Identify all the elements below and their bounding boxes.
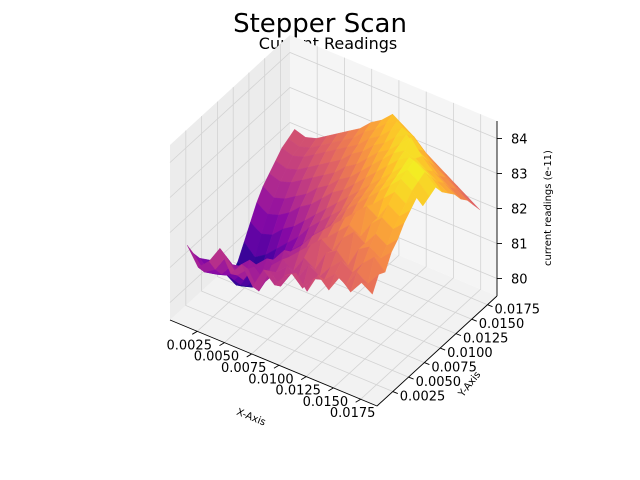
y-tick-mark — [408, 376, 414, 380]
z-grid-line — [169, 87, 498, 198]
y-grid-line — [185, 130, 393, 392]
z-grid-line — [169, 52, 498, 163]
y-axis-ticks: 0.00250.00500.00750.01000.01250.01500.01… — [392, 303, 541, 405]
x-tick-mark — [219, 342, 225, 347]
x-tick-mark — [300, 376, 307, 380]
z-tick-label: 82 — [511, 203, 528, 218]
y-grid-line — [216, 101, 425, 363]
z-axis-ticks: 80 81 82 83 84 — [497, 133, 528, 288]
x-axis-line — [169, 319, 378, 407]
x-tick-label: 0.0150 — [303, 395, 349, 410]
x-tick-label: 0.0075 — [221, 361, 267, 376]
y-tick-label: 0.0075 — [431, 361, 477, 376]
y-grid-line — [201, 116, 409, 378]
z-tick-label: 83 — [511, 168, 528, 183]
x-tick-label: 0.0100 — [248, 372, 294, 387]
x-axis-ticks: 0.00250.00500.00750.01000.01250.01500.01… — [166, 330, 376, 421]
x-tick-label: 0.0025 — [166, 338, 212, 353]
y-grid-line — [232, 87, 441, 349]
z-tick-label: 80 — [511, 273, 528, 288]
y-tick-label: 0.0175 — [495, 303, 541, 318]
x-tick-label: 0.0125 — [275, 384, 321, 399]
x-axis-label: X-Axis — [235, 407, 267, 429]
y-tick-mark — [471, 318, 477, 322]
y-tick-mark — [392, 391, 398, 394]
x-grid-line — [360, 114, 482, 400]
y-tick-label: 0.0150 — [479, 317, 524, 332]
x-tick-mark — [355, 398, 361, 403]
x-tick-mark — [192, 330, 198, 335]
y-tick-mark — [455, 333, 462, 337]
y-tick-label: 0.0125 — [463, 332, 509, 347]
z-tick-label: 81 — [511, 238, 528, 253]
y-tick-label: 0.0025 — [400, 390, 446, 405]
x-tick-mark — [328, 387, 334, 392]
surface-facet — [360, 273, 380, 295]
figure-suptitle: Stepper Scan — [233, 9, 407, 39]
y-tick-label: 0.0100 — [447, 346, 493, 361]
x-tick-label: 0.0050 — [194, 350, 240, 365]
y-tick-label: 0.0050 — [416, 375, 462, 390]
y-tick-mark — [487, 304, 493, 308]
surface-plot — [187, 113, 480, 295]
z-axis-label: current readings (e-11) — [543, 150, 554, 266]
x-grid-line — [305, 91, 427, 377]
y-tick-mark — [424, 362, 430, 365]
x-tick-mark — [246, 353, 252, 358]
y-axis-line — [376, 295, 498, 407]
z-tick-label: 84 — [511, 133, 528, 148]
y-tick-mark — [439, 347, 446, 351]
x-tick-mark — [273, 364, 280, 369]
x-grid-line — [333, 102, 454, 389]
x-tick-label: 0.0175 — [330, 406, 376, 421]
